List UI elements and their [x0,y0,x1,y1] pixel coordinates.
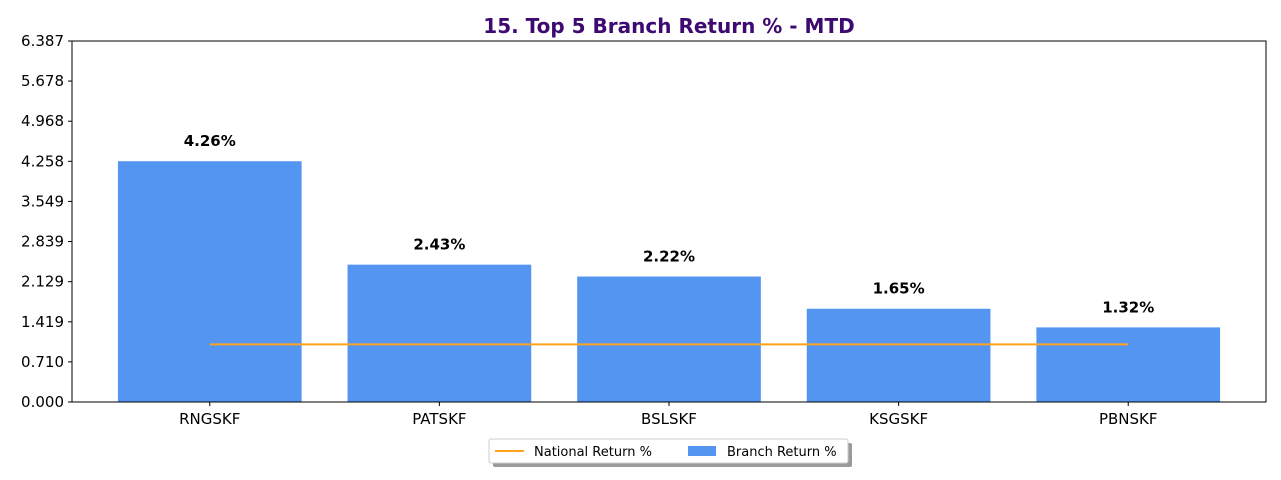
bar [1036,327,1221,402]
chart-title: 15. Top 5 Branch Return % - MTD [483,14,854,38]
legend-bar-swatch [688,446,716,456]
y-axis: 0.000 0.710 1.419 2.129 2.839 3.549 4.258 4.968… [21,32,72,411]
x-tick-label: RNGSKF [179,410,240,428]
x-tick-label: PBNSKF [1099,410,1158,428]
bar-data-label: 1.65% [873,280,925,298]
y-tick-label: 2.839 [21,233,64,251]
y-tick-label: 2.129 [21,273,64,291]
y-tick-label: 3.549 [21,192,64,210]
y-tick-label: 0.000 [21,393,64,411]
bar-data-label: 2.43% [413,236,465,254]
y-tick-label: 4.258 [21,152,64,170]
y-tick-label: 5.678 [21,72,64,90]
bars [117,161,1221,402]
y-tick-label: 6.387 [21,32,64,50]
bar-data-label: 1.32% [1102,298,1154,316]
y-tick-label: 4.968 [21,112,64,130]
x-tick-label: KSGSKF [869,410,928,428]
legend-box [488,438,849,464]
legend-label-branch: Branch Return % [727,445,837,460]
legend: National Return % Branch Return % [488,438,852,467]
bar [347,264,532,402]
bar-data-label: 2.22% [643,248,695,266]
x-axis: RNGSKF PATSKF BSLSKF KSGSKF PBNSKF [179,402,1158,428]
bar-data-label: 4.26% [184,132,236,150]
y-tick-label: 1.419 [21,313,64,331]
y-tick-label: 0.710 [21,353,64,371]
bar [806,308,991,402]
plot-frame [71,40,1267,403]
bar [117,161,302,402]
legend-label-national: National Return % [534,445,652,460]
x-tick-label: PATSKF [412,410,466,428]
bar [577,276,761,402]
data-labels: 4.26% 2.43% 2.22% 1.65% 1.32% [184,132,1155,316]
x-tick-label: BSLSKF [641,410,697,428]
